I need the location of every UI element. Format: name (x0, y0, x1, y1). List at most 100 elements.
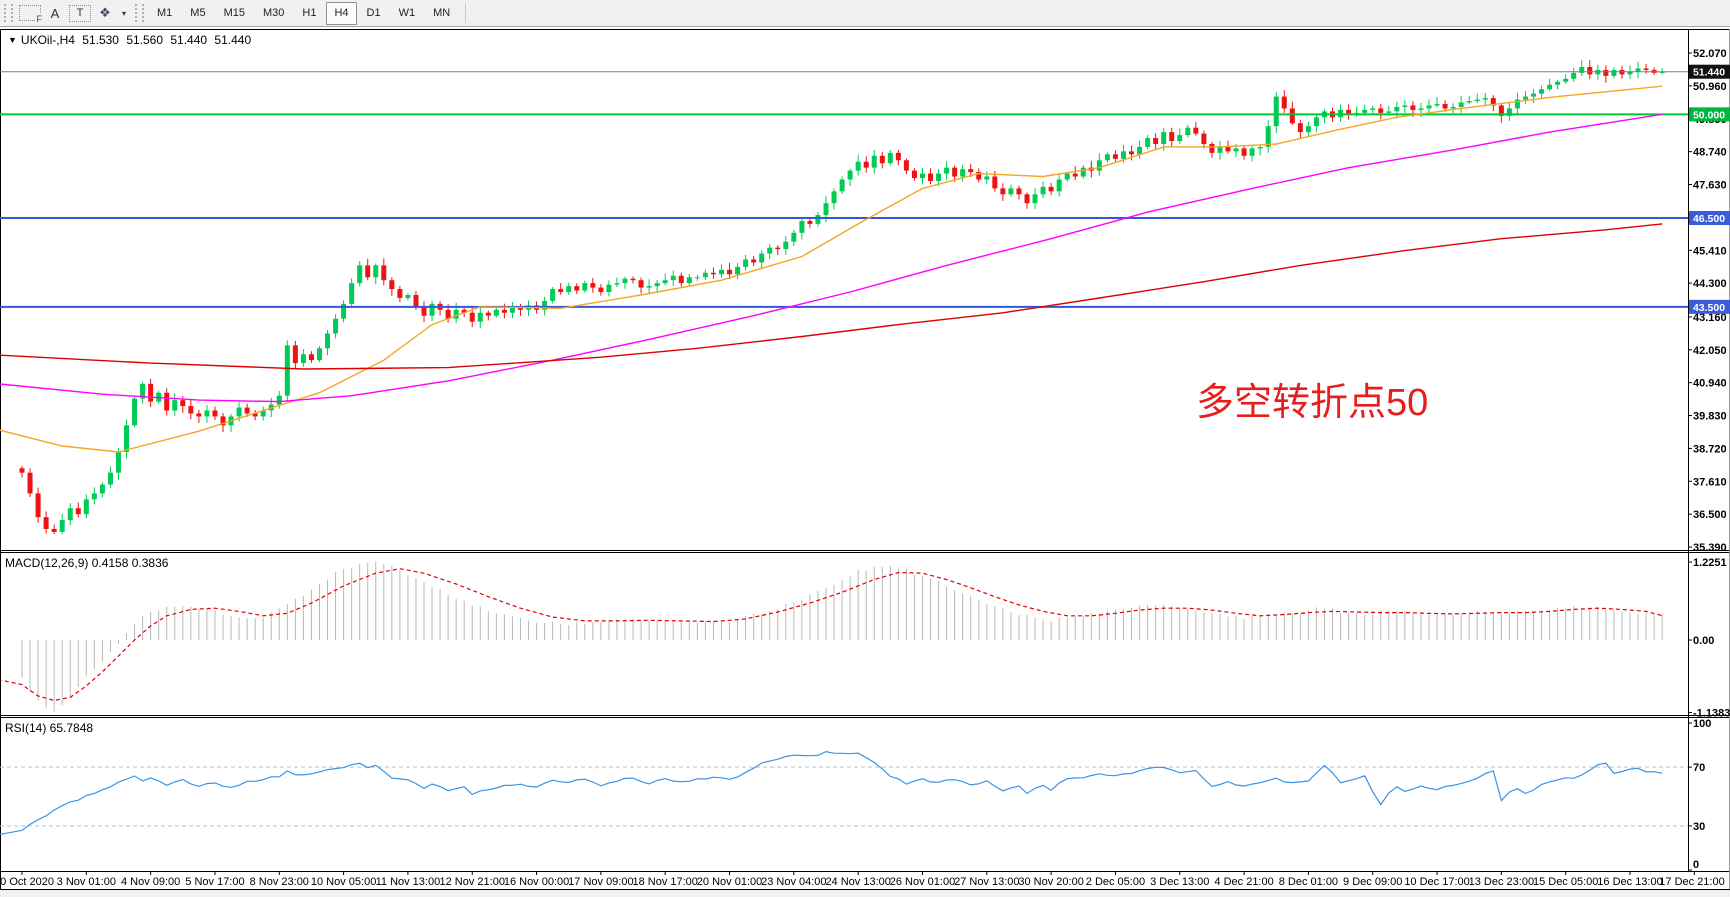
quote-close: 51.440 (214, 33, 252, 47)
svg-text:51.440: 51.440 (1693, 67, 1725, 79)
svg-text:23 Nov 04:00: 23 Nov 04:00 (761, 876, 826, 888)
svg-text:13 Dec 23:00: 13 Dec 23:00 (1469, 876, 1534, 888)
timeframe-button-M15[interactable]: M15 (223, 7, 245, 19)
text-label-icon[interactable]: A (50, 5, 60, 21)
timeframe-button-group: M1 M5 M15 M30 H1 H4 D1 W1 MN (148, 1, 459, 25)
svg-text:38.720: 38.720 (1693, 443, 1727, 455)
svg-text:43.160: 43.160 (1693, 312, 1727, 324)
ma-fast-orange (0, 85, 1663, 453)
svg-text:18 Nov 17:00: 18 Nov 17:00 (632, 876, 697, 888)
rsi-panel-area[interactable] (0, 750, 1688, 835)
svg-text:10 Dec 17:00: 10 Dec 17:00 (1404, 876, 1469, 888)
chart-header: ▼ UKOil-,H4 51.530 51.560 51.440 51.440 (8, 33, 255, 47)
arrow-objects-icon[interactable]: ❖ (99, 5, 111, 20)
svg-text:48.740: 48.740 (1693, 147, 1727, 159)
toolbar-separator (465, 3, 467, 23)
pointer-grid-f-icon[interactable]: F (19, 5, 42, 24)
svg-text:35.390: 35.390 (1693, 542, 1727, 554)
svg-text:9 Dec 09:00: 9 Dec 09:00 (1343, 876, 1402, 888)
svg-text:10 Nov 05:00: 10 Nov 05:00 (311, 876, 376, 888)
macd-signal-line (0, 568, 1663, 702)
svg-text:100: 100 (1693, 718, 1711, 730)
svg-text:30 Nov 20:00: 30 Nov 20:00 (1018, 876, 1083, 888)
svg-text:4 Nov 09:00: 4 Nov 09:00 (121, 876, 180, 888)
rsi-axis-labels: 100 70 30 0 (1688, 718, 1711, 871)
svg-text:47.630: 47.630 (1693, 180, 1727, 192)
timeframe-button-M30[interactable]: M30 (262, 7, 285, 19)
svg-text:45.410: 45.410 (1693, 245, 1727, 257)
timeframe-button-MN[interactable]: MN (433, 7, 451, 19)
rsi-indicator-label: RSI(14) 65.7848 (5, 721, 94, 735)
svg-text:17 Dec 21:00: 17 Dec 21:00 (1659, 876, 1724, 888)
svg-text:3 Dec 13:00: 3 Dec 13:00 (1150, 876, 1209, 888)
svg-text:8 Dec 01:00: 8 Dec 01:00 (1279, 876, 1338, 888)
svg-text:27 Nov 13:00: 27 Nov 13:00 (954, 876, 1019, 888)
price-badge-50.000: 50.000 (1689, 107, 1730, 122)
timeframe-button-H4[interactable]: H4 (326, 1, 357, 25)
svg-text:44.300: 44.300 (1693, 278, 1727, 290)
quote-open: 51.530 (82, 33, 119, 47)
svg-text:16 Nov 00:00: 16 Nov 00:00 (504, 876, 569, 888)
svg-text:46.500: 46.500 (1693, 213, 1725, 225)
svg-text:52.070: 52.070 (1693, 48, 1727, 60)
timeframe-button-H1[interactable]: H1 (302, 7, 317, 19)
svg-text:15 Dec 05:00: 15 Dec 05:00 (1533, 876, 1598, 888)
main-chart-area[interactable] (0, 60, 1688, 535)
text-box-icon[interactable]: T (69, 4, 91, 22)
toolbar-grip-handle-2[interactable] (135, 4, 144, 22)
svg-text:1.2251: 1.2251 (1693, 557, 1727, 569)
window-bottom-edge (0, 890, 1730, 897)
svg-text:50.000: 50.000 (1693, 109, 1725, 121)
svg-text:30: 30 (1693, 821, 1705, 833)
svg-text:16 Dec 13:00: 16 Dec 13:00 (1597, 876, 1662, 888)
timeframe-button-W1[interactable]: W1 (398, 7, 416, 19)
svg-text:37.610: 37.610 (1693, 476, 1727, 488)
quote-high: 51.560 (126, 33, 164, 47)
price-badge-46.500: 46.500 (1689, 211, 1730, 226)
svg-text:43.500: 43.500 (1693, 302, 1725, 314)
svg-text:26 Nov 01:00: 26 Nov 01:00 (890, 876, 955, 888)
toolbar: F A T ❖ ▾ M1 M5 M15 M30 H1 H4 D1 W1 MN (0, 0, 1730, 27)
svg-text:5 Nov 17:00: 5 Nov 17:00 (185, 876, 244, 888)
svg-text:40.940: 40.940 (1693, 378, 1727, 390)
chart-annotation-text: 多空转折点50 (1196, 382, 1429, 424)
svg-text:50.960: 50.960 (1693, 81, 1727, 93)
timeframe-button-M5[interactable]: M5 (190, 7, 206, 19)
svg-text:-1.1383: -1.1383 (1693, 707, 1730, 719)
quote-low: 51.440 (170, 33, 208, 47)
price-badge-43.500: 43.500 (1689, 299, 1730, 314)
toolbar-grip-handle[interactable] (4, 4, 13, 22)
price-axis-labels: 52.07050.96049.85048.74047.63045.41044.3… (1688, 48, 1730, 554)
timeframe-button-D1[interactable]: D1 (366, 7, 381, 19)
svg-text:4 Dec 21:00: 4 Dec 21:00 (1214, 876, 1273, 888)
svg-text:36.500: 36.500 (1693, 509, 1727, 521)
svg-text:3 Nov 01:00: 3 Nov 01:00 (57, 876, 116, 888)
svg-text:42.050: 42.050 (1693, 345, 1727, 357)
time-axis[interactable]: 30 Oct 2020 3 Nov 01:00 4 Nov 09:00 5 Nov 1… (0, 871, 1725, 888)
svg-text:30 Oct 2020: 30 Oct 2020 (0, 876, 54, 888)
macd-panel-area[interactable] (0, 561, 1663, 712)
svg-text:11 Nov 13:00: 11 Nov 13:00 (376, 876, 441, 888)
svg-text:17 Nov 09:00: 17 Nov 09:00 (568, 876, 633, 888)
svg-text:0.00: 0.00 (1693, 635, 1714, 647)
rsi-line (0, 750, 1663, 835)
svg-text:70: 70 (1693, 762, 1705, 774)
ma-slow-red (0, 223, 1663, 370)
svg-text:12 Nov 21:00: 12 Nov 21:00 (440, 876, 505, 888)
svg-text:24 Nov 13:00: 24 Nov 13:00 (825, 876, 890, 888)
horizontal-level-lines[interactable] (0, 71, 1688, 308)
svg-text:8 Nov 23:00: 8 Nov 23:00 (250, 876, 309, 888)
price-badge-51.440: 51.440 (1689, 64, 1730, 79)
macd-axis-labels: 1.2251 0.00 -1.1383 (1688, 557, 1730, 719)
panel-frames (0, 29, 1730, 890)
svg-text:20 Nov 01:00: 20 Nov 01:00 (697, 876, 762, 888)
arrow-objects-caret-icon[interactable]: ▾ (121, 8, 126, 18)
svg-text:2 Dec 05:00: 2 Dec 05:00 (1086, 876, 1145, 888)
svg-text:0: 0 (1693, 859, 1699, 871)
symbol-period-label: UKOil-,H4 (20, 33, 75, 47)
collapse-triangle-icon[interactable]: ▼ (8, 35, 17, 45)
svg-text:39.830: 39.830 (1693, 411, 1727, 423)
timeframe-button-M1[interactable]: M1 (157, 7, 173, 19)
